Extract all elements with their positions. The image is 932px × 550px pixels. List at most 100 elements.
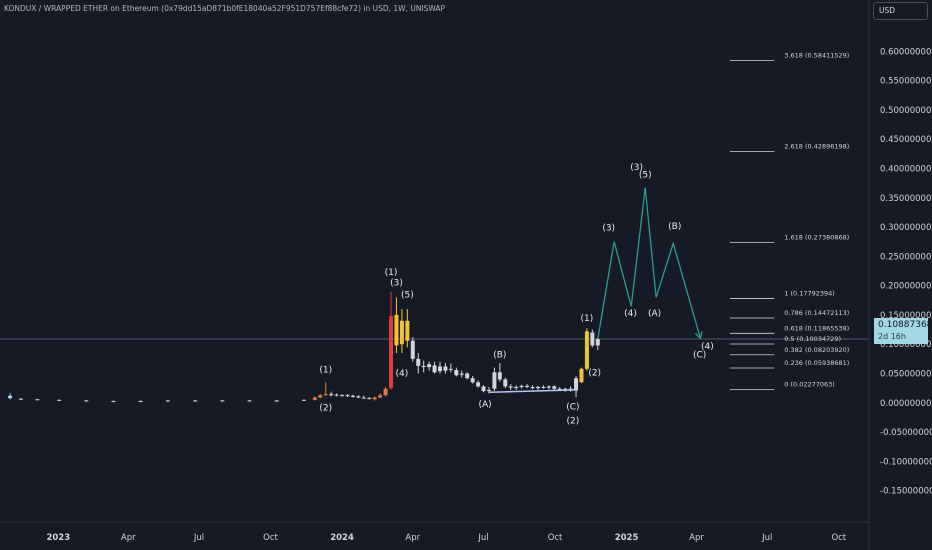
candle-body [323, 394, 328, 396]
candle-body [84, 400, 89, 402]
y-tick-label: -0.05000000 [880, 428, 932, 438]
candle-body [350, 395, 355, 397]
candle-body [552, 386, 557, 389]
fib-level-label: 0.236 (0.05938681) [784, 359, 849, 367]
candle-body [470, 378, 475, 383]
candle-body [138, 401, 143, 403]
candle-body [579, 368, 584, 383]
fib-level-label: 0.382 (0.08203920) [784, 346, 849, 354]
candle-body [590, 332, 595, 346]
y-tick-label: 0.55000000 [880, 77, 931, 87]
x-tick-label: 2023 [46, 533, 70, 543]
chart-title: KONDUX / WRAPPED ETHER on Ethereum (0x79… [4, 4, 446, 13]
y-tick-label: 0.15000000 [880, 311, 931, 321]
candle-body [274, 400, 279, 402]
wave-label: (4) [701, 342, 714, 352]
wave-label: (2) [319, 403, 332, 413]
candle-body [193, 400, 198, 402]
wave-label: (3) [630, 163, 643, 173]
candle-body [18, 398, 23, 400]
wave-label: (4) [624, 309, 637, 319]
candle-body [497, 372, 502, 380]
candle-body [574, 378, 579, 391]
wave-label: (1) [581, 314, 594, 324]
candle-body [476, 382, 481, 387]
candle-body [465, 373, 470, 379]
y-tick-label: -0.15000000 [880, 487, 932, 497]
y-tick-label: 0.20000000 [880, 282, 931, 292]
currency-selector[interactable]: USD [873, 2, 928, 20]
candle-body [8, 395, 13, 399]
candle-body [486, 389, 491, 392]
candle-body [508, 386, 513, 388]
candle-body [546, 386, 551, 388]
x-tick-label: Oct [831, 533, 846, 543]
candle-countdown: 2d 16h [878, 332, 906, 341]
y-tick-label: 0.00000000 [880, 399, 931, 409]
y-tick-label: 0.60000000 [880, 47, 931, 57]
current-price: 0.10887368 [878, 320, 932, 330]
candle-body [394, 314, 399, 346]
candle-body [584, 331, 589, 369]
wave-label: (A) [478, 400, 491, 410]
candle-body [519, 385, 524, 388]
wave-label: (1) [319, 365, 332, 375]
candle-body [340, 395, 345, 397]
candle-body [378, 395, 383, 398]
candle-body [111, 401, 116, 403]
wave-label: (4) [396, 369, 409, 379]
wave-label: (3) [390, 279, 403, 289]
wave-label: (2) [588, 368, 601, 378]
wave-label: (1) [385, 268, 398, 278]
candle-body [437, 366, 442, 372]
candle-body [356, 396, 361, 398]
y-tick-label: 0.50000000 [880, 106, 931, 116]
x-tick-label: Jul [477, 533, 488, 543]
candle-body [541, 387, 546, 389]
candle-body [57, 399, 62, 401]
candle-body [372, 397, 377, 400]
candle-body [427, 364, 432, 368]
candle-body [35, 399, 40, 401]
candle-body [345, 395, 350, 397]
projection-arrowhead [695, 331, 703, 340]
wave-label: (C) [566, 402, 579, 412]
wave-label: (5) [639, 170, 652, 180]
fib-level-label: 1 (0.17792394) [784, 290, 835, 298]
candle-body [312, 397, 317, 400]
candle-body [492, 372, 497, 389]
fib-level-label: 0 (0.02277063) [784, 380, 835, 388]
fib-level-label: 1.618 (0.27380868) [784, 233, 849, 241]
wave-label: (2) [567, 416, 580, 426]
wave-label: (5) [401, 290, 414, 300]
y-tick-label: 0.45000000 [880, 135, 931, 145]
candle-body [220, 400, 225, 402]
x-tick-label: Apr [405, 533, 420, 543]
candle-body [454, 370, 459, 376]
y-tick-label: 0.30000000 [880, 223, 931, 233]
y-tick-label: -0.10000000 [880, 457, 932, 467]
wave-label: (A) [648, 309, 661, 319]
candle-body [530, 387, 535, 389]
candle-body [432, 365, 437, 373]
candle-body [443, 366, 448, 371]
candle-body [383, 388, 388, 396]
candle-body [525, 385, 530, 388]
current-price-badge: 0.10887368 2d 16h [874, 318, 932, 344]
candle-body [514, 387, 519, 389]
candle-body [421, 365, 426, 368]
candle-body [329, 394, 334, 396]
candle-body [367, 398, 372, 400]
x-tick-label: Apr [121, 533, 136, 543]
x-tick-label: Jul [193, 533, 204, 543]
candle-body [563, 388, 568, 390]
x-tick-label: Apr [689, 533, 704, 543]
x-tick-label: Jul [761, 533, 772, 543]
candle-body [301, 399, 306, 401]
support-line [488, 389, 577, 394]
candle-body [405, 320, 410, 341]
projection-path [597, 187, 702, 340]
x-tick-label: 2024 [330, 533, 354, 543]
